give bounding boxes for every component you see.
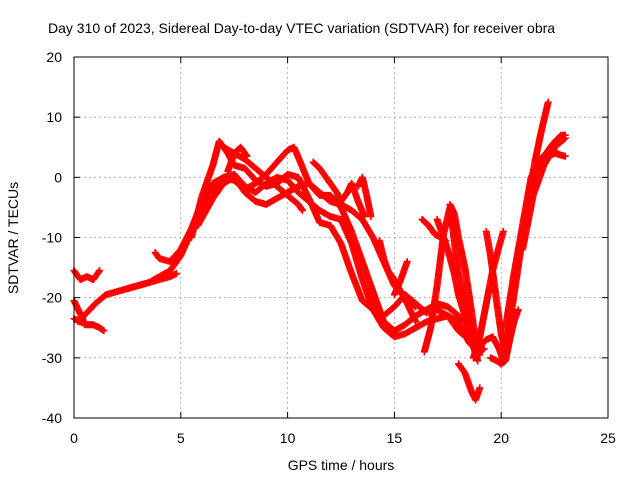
data-point: [412, 303, 420, 311]
y-tick-label: -40: [42, 410, 62, 426]
series-12: [354, 173, 375, 220]
data-point: [242, 151, 250, 159]
series-28: [540, 149, 569, 163]
x-tick-label: 25: [600, 430, 616, 446]
data-point: [480, 345, 488, 353]
series-17: [433, 215, 482, 365]
data-point: [298, 205, 306, 213]
data-point: [96, 267, 104, 275]
y-tick-label: -10: [42, 230, 62, 246]
y-tick-label: 20: [46, 49, 62, 65]
series-14: [390, 258, 411, 299]
data-point: [81, 321, 89, 329]
series-1: [70, 267, 104, 284]
series-19: [454, 360, 484, 404]
x-tick-label: 10: [280, 430, 296, 446]
data-point: [360, 212, 368, 220]
data-point: [173, 270, 181, 278]
x-axis-title: GPS time / hours: [288, 457, 395, 473]
series-10: [224, 143, 251, 175]
data-point: [514, 306, 522, 314]
data-point: [561, 152, 569, 160]
x-tick-label: 15: [387, 430, 403, 446]
x-tick-label: 20: [493, 430, 509, 446]
data-point: [499, 227, 507, 235]
series-11: [309, 158, 368, 220]
y-tick-label: -30: [42, 350, 62, 366]
data-point: [367, 212, 375, 220]
grid: [74, 57, 608, 418]
data-point: [243, 152, 251, 160]
data-point: [411, 302, 419, 310]
data-point: [100, 327, 108, 335]
series-2: [70, 315, 108, 335]
data-marks: [70, 98, 569, 404]
data-point: [412, 318, 420, 326]
axis-ticks: 0 5 10 15 20 25 -40 -30 -20 -10 0 10 20: [42, 49, 616, 446]
y-tick-label: -20: [42, 290, 62, 306]
data-point: [95, 268, 103, 276]
data-point: [561, 134, 569, 142]
y-tick-label: 10: [46, 109, 62, 125]
data-point: [476, 384, 484, 392]
y-tick-label: 0: [54, 169, 62, 185]
chart-title: Day 310 of 2023, Sidereal Day-to-day VTE…: [48, 20, 555, 36]
data-point: [474, 357, 482, 365]
x-tick-label: 0: [70, 430, 78, 446]
y-axis-title: SDTVAR / TECUs: [5, 182, 21, 294]
data-point: [299, 206, 307, 214]
data-point: [560, 135, 568, 143]
data-point: [544, 98, 552, 106]
x-tick-label: 5: [177, 430, 185, 446]
data-point: [403, 258, 411, 266]
